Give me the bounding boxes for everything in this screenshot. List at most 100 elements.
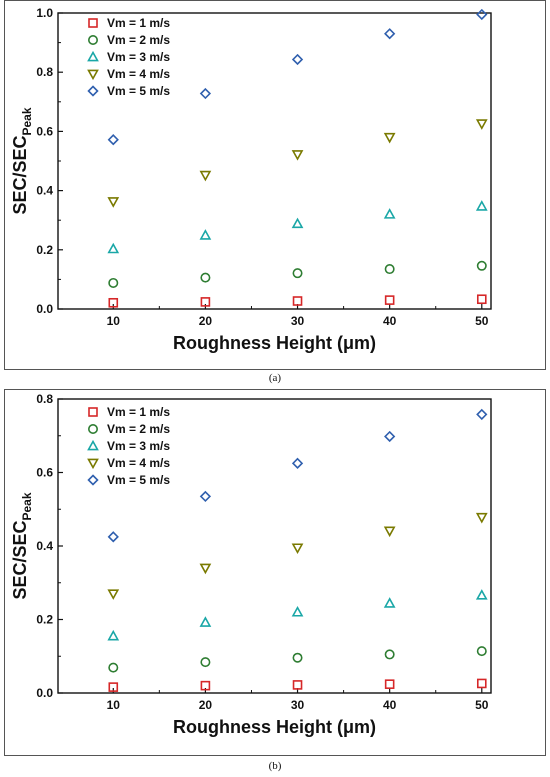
y-axis-title: SEC/SECPeak xyxy=(10,492,34,599)
series-3 xyxy=(107,200,488,254)
data-point xyxy=(199,170,212,182)
y-axis-title-sub: Peak xyxy=(20,492,34,520)
legend-label: Vm = 5 m/s xyxy=(107,84,170,98)
x-axis-title: Roughness Height (μm) xyxy=(173,333,376,353)
y-tick-label: 0.8 xyxy=(36,392,53,406)
legend-marker xyxy=(88,407,98,417)
data-point xyxy=(292,296,303,306)
x-tick-label: 50 xyxy=(475,698,489,712)
x-tick-label: 10 xyxy=(107,314,121,328)
data-point xyxy=(476,646,487,657)
data-point xyxy=(108,682,119,692)
data-point xyxy=(475,119,488,130)
data-point xyxy=(199,87,212,100)
y-tick-label: 0.4 xyxy=(36,539,53,553)
data-point xyxy=(292,680,303,690)
y-tick-label: 0.4 xyxy=(36,184,53,198)
data-point xyxy=(292,652,303,663)
data-point xyxy=(384,679,395,689)
data-point xyxy=(292,268,303,279)
x-tick-label: 10 xyxy=(107,698,121,712)
data-point xyxy=(383,597,396,608)
legend-marker xyxy=(87,85,99,97)
data-point xyxy=(107,531,119,543)
series-3 xyxy=(107,589,488,641)
y-tick-label: 0.2 xyxy=(36,613,53,627)
data-point xyxy=(476,408,488,421)
data-point xyxy=(291,543,304,554)
data-point xyxy=(383,132,396,144)
x-tick-label: 40 xyxy=(383,698,397,712)
data-point xyxy=(200,680,211,691)
series-2 xyxy=(108,260,487,288)
series-5 xyxy=(107,408,488,543)
chart-a: 0.0 0.2 0.4 0.6 0.8 1.0 10 20 30 40 50 Roughness He… xyxy=(10,6,492,353)
data-point xyxy=(476,294,487,305)
data-point xyxy=(107,134,119,146)
data-point xyxy=(107,242,120,254)
data-point xyxy=(200,272,211,283)
data-point xyxy=(476,678,487,689)
series-2 xyxy=(108,646,487,673)
data-point xyxy=(476,8,488,21)
data-point xyxy=(108,662,119,673)
data-point xyxy=(475,589,488,600)
data-point xyxy=(291,606,304,617)
data-point xyxy=(384,430,396,443)
legend-label: Vm = 4 m/s xyxy=(107,456,170,470)
legend-label: Vm = 1 m/s xyxy=(107,405,170,419)
data-point xyxy=(200,297,211,307)
series-1 xyxy=(108,294,487,308)
data-point xyxy=(291,217,304,229)
x-tick-label: 20 xyxy=(199,698,213,712)
data-point xyxy=(384,649,395,660)
data-point xyxy=(291,150,304,161)
caption-a: (a) xyxy=(268,372,282,384)
legend-marker xyxy=(88,34,99,45)
x-tick-label: 30 xyxy=(291,314,305,328)
y-tick-label: 0.2 xyxy=(36,243,53,257)
x-tick-label: 30 xyxy=(291,698,305,712)
y-tick-label: 0.0 xyxy=(36,302,53,316)
x-tick-label: 40 xyxy=(383,314,397,328)
data-point xyxy=(199,616,212,627)
data-point xyxy=(199,563,212,575)
y-tick-label: 1.0 xyxy=(36,6,53,20)
legend-label: Vm = 3 m/s xyxy=(107,439,170,453)
legend-marker xyxy=(87,50,99,62)
data-point xyxy=(199,229,212,240)
data-point xyxy=(291,53,304,66)
legend-label: Vm = 2 m/s xyxy=(107,33,170,47)
legend-marker xyxy=(87,439,99,451)
series-5 xyxy=(107,8,488,146)
y-axis-title-main: SEC/SEC xyxy=(10,136,30,215)
y-tick-label: 0.0 xyxy=(36,686,53,700)
legend-label: Vm = 3 m/s xyxy=(107,50,170,64)
data-point xyxy=(475,200,488,211)
data-point xyxy=(108,297,119,308)
data-point xyxy=(383,526,396,538)
data-point xyxy=(384,295,395,305)
data-point xyxy=(291,457,304,469)
data-point xyxy=(107,197,120,208)
y-axis-title-sub: Peak xyxy=(20,107,34,135)
x-axis-title: Roughness Height (μm) xyxy=(173,717,376,737)
caption-b: (b) xyxy=(268,760,282,772)
data-point xyxy=(384,264,395,275)
series-1 xyxy=(108,678,487,692)
legend-marker xyxy=(88,18,98,28)
y-axis-title-main: SEC/SEC xyxy=(10,521,30,600)
legend-label: Vm = 4 m/s xyxy=(107,67,170,81)
data-point xyxy=(199,490,212,503)
chart-b: 0.0 0.2 0.4 0.6 0.8 10 20 30 40 50 Roughness Heigh… xyxy=(10,392,492,737)
x-tick-label: 20 xyxy=(199,314,213,328)
legend-label: Vm = 1 m/s xyxy=(107,16,170,30)
y-axis-title: SEC/SECPeak xyxy=(10,107,34,214)
data-point xyxy=(200,657,211,668)
y-tick-label: 0.6 xyxy=(36,124,53,138)
y-tick-label: 0.6 xyxy=(36,466,53,480)
legend-marker xyxy=(87,458,99,470)
legend-marker xyxy=(88,423,99,434)
x-tick-label: 50 xyxy=(475,314,489,328)
legend-marker xyxy=(87,474,99,486)
